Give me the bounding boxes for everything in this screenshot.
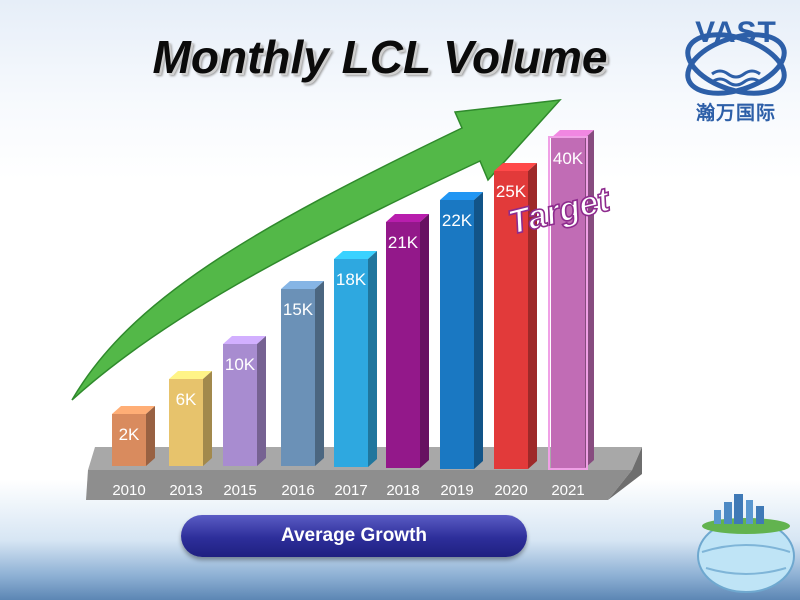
bar-side — [315, 281, 324, 466]
bar-side — [146, 406, 155, 466]
bar-top — [386, 214, 429, 222]
bar-highlight — [548, 136, 588, 470]
value-label: 22K — [442, 211, 473, 230]
bar-top — [169, 371, 212, 379]
category-label: 2013 — [169, 482, 202, 499]
value-label: 21K — [388, 233, 419, 252]
bar-side — [420, 214, 429, 468]
bar-2020 — [494, 163, 537, 469]
bar-top — [223, 336, 266, 344]
category-label: 2021 — [551, 482, 584, 499]
bar-2019 — [440, 192, 483, 469]
bar-front — [223, 344, 257, 466]
bar-2010 — [112, 406, 155, 466]
page-title: Monthly LCL Volume — [152, 31, 608, 83]
chart-base-side — [608, 447, 642, 500]
bar-side — [257, 336, 266, 466]
bar-2013 — [169, 371, 212, 466]
bar-2016 — [281, 281, 324, 466]
bar-2018 — [386, 214, 429, 468]
logo-emblem-icon — [685, 32, 787, 96]
bar-front — [440, 200, 474, 469]
bar-side — [203, 371, 212, 466]
bar-side — [368, 251, 377, 467]
chart-base-front — [86, 470, 632, 500]
logo-subtitle: 瀚万国际 — [695, 103, 776, 124]
category-label: 2018 — [386, 482, 419, 499]
bar-front — [169, 379, 203, 466]
value-label: 25K — [496, 182, 527, 201]
bar-top — [281, 281, 324, 289]
vast-logo: VAST 瀚万国际 — [678, 14, 794, 126]
value-label: 10K — [225, 355, 256, 374]
globe-city-icon — [697, 494, 795, 593]
bar-front — [551, 138, 585, 468]
value-label: 6K — [176, 390, 197, 409]
value-label: 18K — [336, 270, 367, 289]
growth-arrow — [71, 99, 562, 401]
bar-2021 — [548, 130, 594, 470]
category-label: 2017 — [334, 482, 367, 499]
category-label: 2016 — [281, 482, 314, 499]
bar-top — [334, 251, 377, 259]
bar-front — [334, 259, 368, 467]
logo-text: VAST — [695, 16, 777, 49]
value-label: 2K — [119, 425, 140, 444]
category-label: 2015 — [223, 482, 256, 499]
bar-top — [494, 163, 537, 171]
value-label: 40K — [553, 149, 584, 168]
value-label: 15K — [283, 300, 314, 319]
bar-side — [528, 163, 537, 469]
bar-top — [440, 192, 483, 200]
category-label: 2020 — [494, 482, 527, 499]
bar-front — [281, 289, 315, 466]
bar-front — [386, 222, 420, 468]
bar-front — [112, 414, 146, 466]
bar-top — [112, 406, 155, 414]
bar-2017 — [334, 251, 377, 467]
bar-front — [494, 171, 528, 469]
bar-2015 — [223, 336, 266, 466]
bar-side — [474, 192, 483, 469]
category-label: 2010 — [112, 482, 145, 499]
average-growth-button[interactable]: Average Growth — [181, 515, 527, 557]
category-label: 2019 — [440, 482, 473, 499]
